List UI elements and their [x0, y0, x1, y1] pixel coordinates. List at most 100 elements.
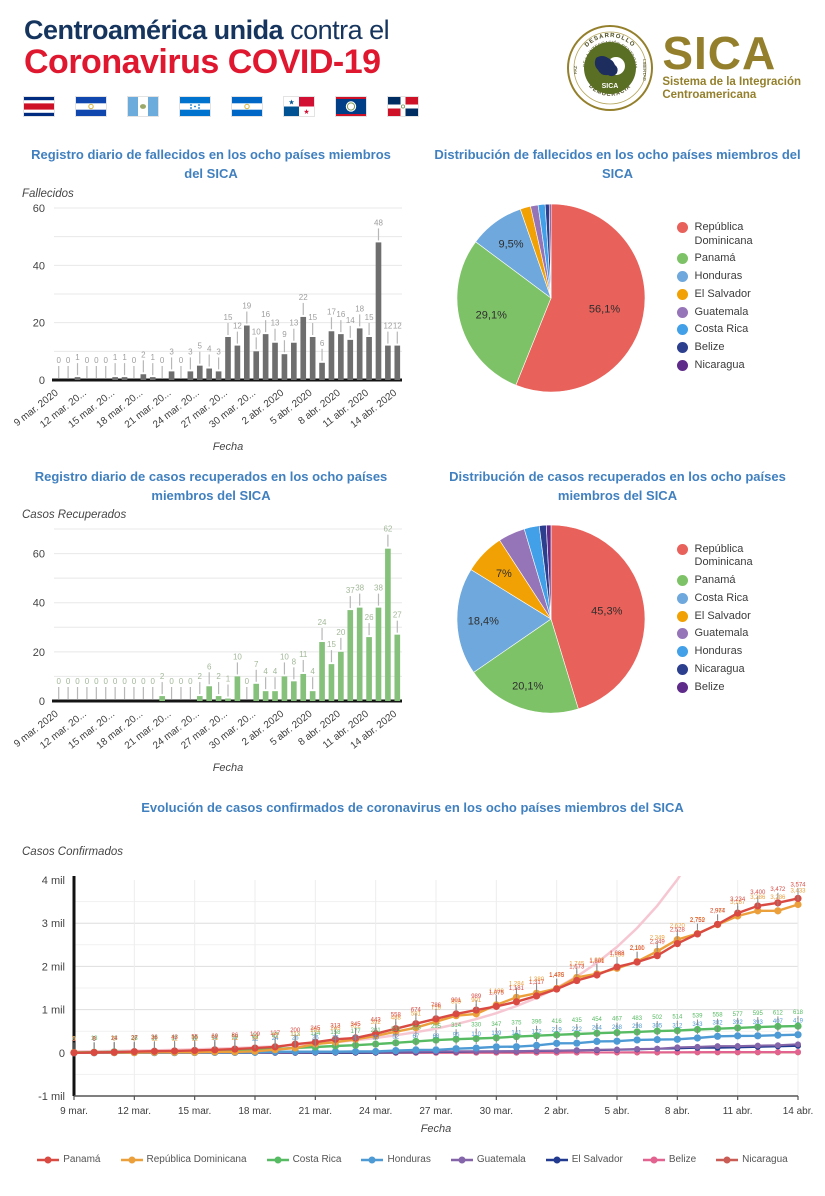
svg-text:0: 0 [132, 356, 137, 365]
svg-text:502: 502 [652, 1015, 663, 1021]
svg-text:69: 69 [211, 1034, 218, 1040]
bar [272, 342, 278, 380]
svg-text:786: 786 [431, 1003, 442, 1009]
svg-text:3 mil: 3 mil [42, 918, 65, 930]
bar [253, 351, 260, 380]
pie-slice-República Dominicana [550, 525, 645, 710]
svg-text:27: 27 [131, 1036, 138, 1042]
svg-text:1 mil: 1 mil [42, 1005, 65, 1017]
bar [356, 328, 363, 380]
bar [328, 330, 335, 380]
bar [281, 676, 288, 702]
svg-text:8: 8 [292, 658, 297, 667]
bar [338, 333, 344, 380]
deaths-bar-chart: Registro diario de fallecidos en los och… [6, 146, 416, 453]
svg-text:0: 0 [160, 356, 165, 365]
legend-label: Nicaragua [694, 358, 745, 371]
confirmed-line-legend: Panamá República Dominicana Costa Rica Hond… [0, 1154, 825, 1165]
svg-text:1,109: 1,109 [489, 989, 505, 995]
legend-dot-icon [676, 359, 688, 371]
bar [375, 608, 382, 702]
confirmed-line-ylabel: Casos Confirmados [22, 846, 123, 859]
svg-text:26: 26 [151, 1036, 158, 1042]
svg-text:0: 0 [66, 356, 71, 365]
svg-text:15 mar.: 15 mar. [178, 1106, 211, 1117]
svg-text:231: 231 [391, 1027, 402, 1033]
legend-marker-icon [361, 1156, 384, 1164]
bar [121, 376, 128, 380]
bar [243, 325, 250, 380]
svg-text:3: 3 [153, 1037, 157, 1043]
svg-text:3,574: 3,574 [790, 883, 806, 889]
bar [309, 691, 316, 702]
svg-text:35: 35 [191, 1036, 198, 1042]
svg-text:1,956: 1,956 [609, 953, 625, 959]
svg-text:19: 19 [242, 301, 251, 310]
bar [215, 696, 222, 702]
country-flags-row: ★ ★ [23, 96, 419, 118]
bar [385, 345, 391, 380]
sica-subtitle: Sistema de la Integración Centroamerican… [662, 75, 801, 102]
legend-label: Nicaragua [742, 1154, 788, 1166]
bar [394, 345, 401, 380]
svg-text:0: 0 [94, 677, 99, 686]
svg-text:21: 21 [232, 1036, 239, 1042]
svg-text:62: 62 [383, 525, 392, 534]
svg-text:14: 14 [111, 1036, 118, 1042]
svg-text:55: 55 [191, 1035, 198, 1041]
svg-text:0: 0 [66, 677, 71, 686]
deaths-pie-legend: República Dominicana Panamá Honduras El Sal… [676, 217, 799, 377]
bar [262, 691, 269, 702]
flag-panama-icon: ★★ [283, 96, 315, 118]
svg-text:14 abr.: 14 abr. [783, 1106, 814, 1117]
legend-item: Guatemala [450, 1154, 526, 1165]
svg-text:45,3%: 45,3% [591, 606, 622, 618]
svg-text:86: 86 [232, 1033, 239, 1039]
bar [262, 333, 269, 380]
svg-text:18 mar.: 18 mar. [238, 1106, 271, 1117]
svg-text:109: 109 [250, 1032, 261, 1038]
svg-text:7: 7 [254, 660, 259, 669]
svg-text:3: 3 [173, 1037, 177, 1043]
svg-text:0: 0 [85, 356, 90, 365]
svg-text:69: 69 [252, 1034, 259, 1040]
svg-text:0: 0 [151, 677, 156, 686]
legend-item: Panamá [676, 574, 799, 588]
sica-acronym: SICA [662, 26, 777, 79]
svg-text:2,249: 2,249 [650, 940, 666, 946]
svg-text:0: 0 [92, 1037, 96, 1043]
svg-text:558: 558 [713, 1013, 724, 1019]
svg-text:0: 0 [39, 696, 45, 708]
svg-text:392: 392 [371, 1020, 382, 1026]
svg-text:27: 27 [171, 1036, 178, 1042]
svg-text:18,4%: 18,4% [467, 616, 498, 628]
svg-text:1,828: 1,828 [589, 958, 605, 964]
svg-text:137: 137 [270, 1031, 281, 1037]
legend-item: Costa Rica [676, 323, 799, 337]
svg-text:1,475: 1,475 [549, 973, 565, 979]
svg-text:577: 577 [733, 1012, 744, 1018]
svg-text:1: 1 [72, 1037, 76, 1043]
svg-text:396: 396 [532, 1020, 543, 1026]
svg-text:2,111: 2,111 [630, 946, 645, 952]
legend-marker-icon [642, 1156, 665, 1164]
pie-slice-Nicaragua [548, 203, 551, 298]
legend-dot-icon [676, 592, 688, 604]
bar [206, 686, 213, 702]
svg-text:3: 3 [113, 1037, 117, 1043]
deaths-bar-plot: 0 20 40 60 0 0 1 0 0 0 1 1 0 2 1 0 3 0 3 5 4 3 15 12 19 10 16 13 9 13… [6, 200, 416, 453]
svg-text:416: 416 [552, 1019, 563, 1025]
bar [149, 376, 156, 380]
svg-text:95: 95 [453, 1033, 460, 1039]
legend-label: El Salvador [694, 287, 751, 300]
svg-text:200: 200 [290, 1028, 301, 1034]
svg-text:989: 989 [471, 994, 482, 1000]
legend-marker-icon [545, 1156, 568, 1164]
sica-seal-icon: DESARROLLO SISTEMA DE LA INTEGRACIÓN CEN… [566, 24, 654, 111]
svg-text:21 mar.: 21 mar. [299, 1106, 332, 1117]
svg-text:16: 16 [261, 310, 270, 319]
svg-text:2 mil: 2 mil [42, 962, 65, 974]
legend-item: Panamá [676, 252, 799, 266]
legend-label: República Dominicana [146, 1154, 247, 1166]
